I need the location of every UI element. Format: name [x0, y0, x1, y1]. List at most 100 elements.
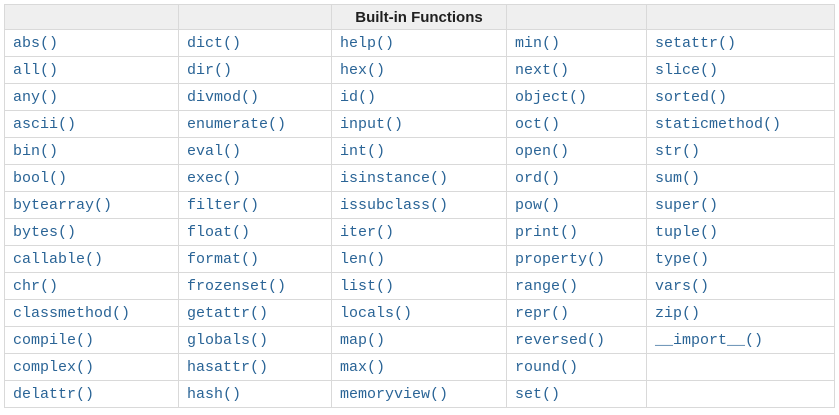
function-link[interactable]: locals() [340, 305, 413, 322]
function-link[interactable]: sorted() [655, 89, 728, 106]
function-link[interactable]: map() [340, 332, 386, 349]
function-link[interactable]: print() [515, 224, 579, 241]
function-link[interactable]: slice() [655, 62, 719, 79]
function-cell: type() [646, 245, 835, 273]
function-link[interactable]: divmod() [187, 89, 260, 106]
function-link[interactable]: max() [340, 359, 386, 376]
function-link[interactable]: open() [515, 143, 570, 160]
function-link[interactable]: set() [515, 386, 561, 403]
function-link[interactable]: memoryview() [340, 386, 449, 403]
function-link[interactable]: float() [187, 224, 251, 241]
function-link[interactable]: exec() [187, 170, 242, 187]
function-link[interactable]: round() [515, 359, 579, 376]
function-link[interactable]: next() [515, 62, 570, 79]
function-link[interactable]: setattr() [655, 35, 737, 52]
function-link[interactable]: callable() [13, 251, 104, 268]
table-title: Built-in Functions [331, 4, 507, 30]
function-cell: list() [331, 272, 507, 300]
function-link[interactable]: sum() [655, 170, 701, 187]
function-cell: frozenset() [178, 272, 332, 300]
function-cell: id() [331, 83, 507, 111]
function-link[interactable]: complex() [13, 359, 95, 376]
function-link[interactable]: abs() [13, 35, 59, 52]
function-cell: float() [178, 218, 332, 246]
function-link[interactable]: ascii() [13, 116, 77, 133]
function-link[interactable]: tuple() [655, 224, 719, 241]
function-cell: staticmethod() [646, 110, 835, 138]
empty-cell [646, 380, 835, 408]
function-link[interactable]: bin() [13, 143, 59, 160]
function-link[interactable]: type() [655, 251, 710, 268]
function-link[interactable]: list() [340, 278, 395, 295]
function-link[interactable]: getattr() [187, 305, 269, 322]
function-cell: iter() [331, 218, 507, 246]
function-link[interactable]: bytearray() [13, 197, 113, 214]
function-cell: compile() [4, 326, 179, 354]
function-link[interactable]: ord() [515, 170, 561, 187]
function-link[interactable]: bytes() [13, 224, 77, 241]
function-cell: getattr() [178, 299, 332, 327]
function-link[interactable]: format() [187, 251, 260, 268]
function-link[interactable]: id() [340, 89, 377, 106]
function-link[interactable]: dir() [187, 62, 233, 79]
function-cell: sorted() [646, 83, 835, 111]
function-link[interactable]: __import__() [655, 332, 764, 349]
function-link[interactable]: len() [340, 251, 386, 268]
table-header-cell-empty [506, 4, 647, 30]
function-link[interactable]: vars() [655, 278, 710, 295]
function-link[interactable]: property() [515, 251, 606, 268]
function-link[interactable]: globals() [187, 332, 269, 349]
function-link[interactable]: zip() [655, 305, 701, 322]
function-link[interactable]: pow() [515, 197, 561, 214]
function-cell: hasattr() [178, 353, 332, 381]
function-cell: sum() [646, 164, 835, 192]
function-link[interactable]: chr() [13, 278, 59, 295]
function-link[interactable]: min() [515, 35, 561, 52]
table-row: abs() dict() help() min() setattr() [4, 29, 835, 57]
function-link[interactable]: any() [13, 89, 59, 106]
function-link[interactable]: frozenset() [187, 278, 287, 295]
function-cell: vars() [646, 272, 835, 300]
function-cell: __import__() [646, 326, 835, 354]
function-cell: reversed() [506, 326, 647, 354]
function-link[interactable]: str() [655, 143, 701, 160]
function-link[interactable]: delattr() [13, 386, 95, 403]
table-row: classmethod() getattr() locals() repr() zip(… [4, 299, 835, 327]
function-cell: bool() [4, 164, 179, 192]
table-row: callable() format() len() property() type() [4, 245, 835, 273]
function-link[interactable]: reversed() [515, 332, 606, 349]
function-link[interactable]: enumerate() [187, 116, 287, 133]
function-link[interactable]: dict() [187, 35, 242, 52]
function-link[interactable]: issubclass() [340, 197, 449, 214]
function-link[interactable]: hex() [340, 62, 386, 79]
table-row: chr() frozenset() list() range() vars() [4, 272, 835, 300]
function-cell: next() [506, 56, 647, 84]
function-link[interactable]: compile() [13, 332, 95, 349]
function-cell: ascii() [4, 110, 179, 138]
function-link[interactable]: eval() [187, 143, 242, 160]
function-link[interactable]: staticmethod() [655, 116, 782, 133]
function-link[interactable]: iter() [340, 224, 395, 241]
function-cell: hex() [331, 56, 507, 84]
function-link[interactable]: hasattr() [187, 359, 269, 376]
function-cell: slice() [646, 56, 835, 84]
function-link[interactable]: int() [340, 143, 386, 160]
function-link[interactable]: help() [340, 35, 395, 52]
function-cell: dict() [178, 29, 332, 57]
function-link[interactable]: bool() [13, 170, 68, 187]
function-cell: bytes() [4, 218, 179, 246]
function-link[interactable]: hash() [187, 386, 242, 403]
function-link[interactable]: classmethod() [13, 305, 131, 322]
function-cell: classmethod() [4, 299, 179, 327]
function-link[interactable]: input() [340, 116, 404, 133]
function-link[interactable]: super() [655, 197, 719, 214]
function-cell: repr() [506, 299, 647, 327]
function-link[interactable]: object() [515, 89, 588, 106]
function-link[interactable]: range() [515, 278, 579, 295]
function-link[interactable]: isinstance() [340, 170, 449, 187]
function-link[interactable]: repr() [515, 305, 570, 322]
function-link[interactable]: filter() [187, 197, 260, 214]
function-cell: divmod() [178, 83, 332, 111]
function-link[interactable]: oct() [515, 116, 561, 133]
function-link[interactable]: all() [13, 62, 59, 79]
